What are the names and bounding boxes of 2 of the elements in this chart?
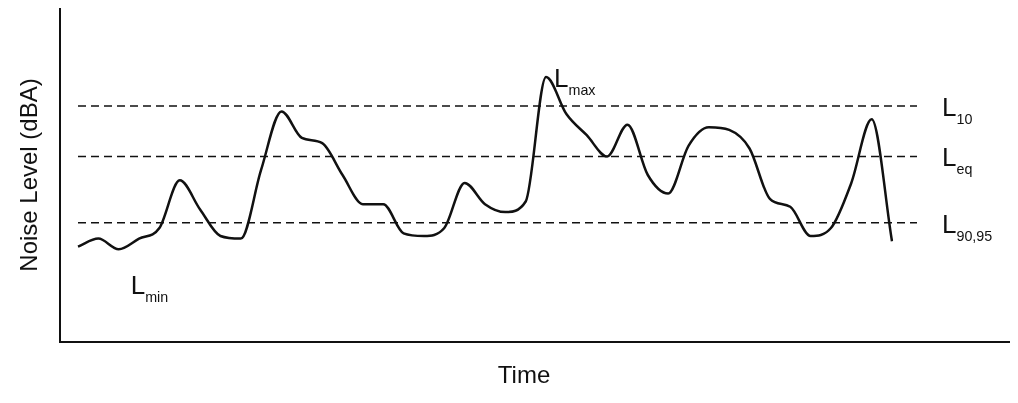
y-axis-title: Noise Level (dBA) [14, 78, 42, 272]
x-axis-title: Time [497, 360, 551, 388]
